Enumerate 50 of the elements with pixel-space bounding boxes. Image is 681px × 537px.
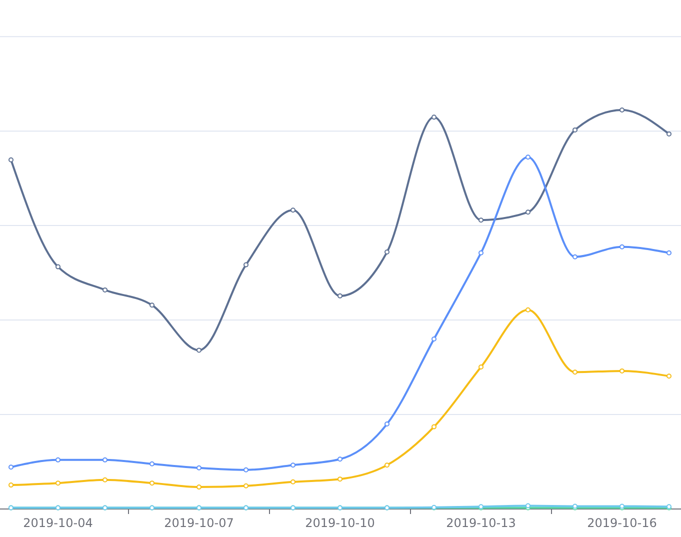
point — [150, 461, 154, 466]
point — [150, 302, 154, 308]
point — [290, 208, 296, 213]
x-tick-label: 2019-10-16 — [587, 516, 657, 530]
point — [56, 480, 60, 486]
point — [196, 465, 202, 470]
point — [244, 262, 248, 268]
point — [432, 424, 436, 430]
point — [666, 250, 672, 256]
point — [56, 457, 60, 462]
point — [620, 108, 624, 112]
point — [290, 462, 296, 468]
point — [338, 293, 342, 298]
point — [8, 157, 14, 162]
point — [196, 484, 202, 490]
point — [526, 307, 530, 312]
point — [338, 456, 342, 462]
point — [478, 218, 484, 223]
point — [56, 264, 60, 270]
point — [8, 482, 14, 488]
x-tick-label: 2019-10-13 — [446, 516, 516, 530]
x-tick-label: 2019-10-04 — [23, 516, 93, 530]
x-tick-label: 2019-10-07 — [164, 516, 234, 530]
point — [526, 210, 530, 215]
point — [384, 422, 390, 427]
point — [572, 254, 578, 260]
point — [102, 457, 108, 462]
point — [290, 479, 296, 484]
point — [478, 364, 484, 370]
point — [244, 467, 248, 472]
point — [8, 464, 14, 470]
point — [196, 348, 202, 353]
point — [150, 480, 154, 486]
point — [666, 374, 672, 379]
point — [478, 250, 484, 256]
point — [384, 250, 390, 255]
point — [432, 336, 436, 342]
point — [572, 370, 578, 375]
point — [620, 368, 624, 374]
point — [572, 127, 578, 132]
point — [102, 477, 108, 482]
point — [666, 131, 672, 136]
point — [338, 476, 342, 482]
point — [526, 154, 530, 160]
x-tick-label: 2019-10-10 — [305, 516, 375, 530]
point — [432, 114, 436, 120]
point — [244, 483, 248, 488]
point — [102, 287, 108, 292]
point — [384, 462, 390, 468]
point — [620, 244, 624, 250]
